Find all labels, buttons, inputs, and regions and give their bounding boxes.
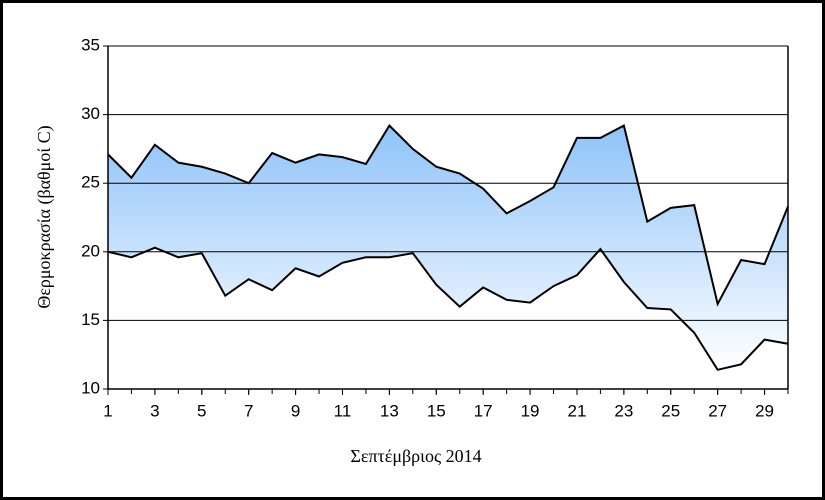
x-axis-title: Σεπτέμβριος 2014 [350,446,481,466]
x-tick-label: 5 [197,401,206,420]
x-tick-label: 3 [150,401,159,420]
y-tick-label: 10 [81,378,100,397]
x-tick-label: 21 [568,401,587,420]
x-tick-label: 19 [521,401,540,420]
y-tick-label: 30 [81,104,100,123]
x-tick-label: 25 [661,401,680,420]
x-tick-label: 1 [103,401,112,420]
x-tick-label: 9 [291,401,300,420]
x-tick-label: 7 [244,401,253,420]
y-tick-label: 25 [81,173,100,192]
x-tick-label: 15 [427,401,446,420]
band-fill [108,125,788,370]
x-tick-label: 29 [755,401,774,420]
y-tick-label: 15 [81,310,100,329]
y-tick-label: 35 [81,35,100,54]
x-tick-label: 23 [614,401,633,420]
line [107,123,789,307]
line [107,246,789,371]
x-tick-label: 11 [334,401,352,420]
x-tick-label: 17 [474,401,493,420]
x-tick-label: 13 [380,401,399,420]
y-tick-label: 20 [81,241,100,260]
y-axis-title: Θερμοκρασία (βαθμοί C) [34,125,55,308]
x-tick-label: 27 [708,401,727,420]
